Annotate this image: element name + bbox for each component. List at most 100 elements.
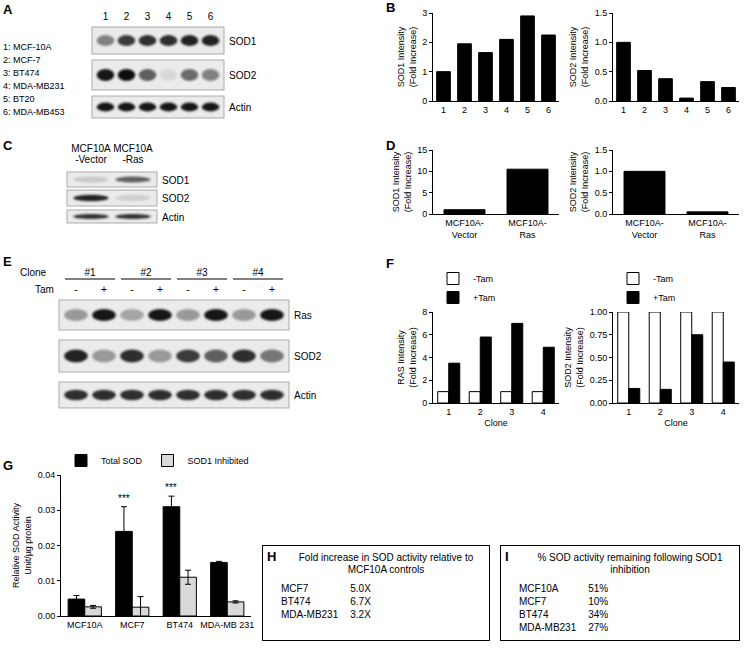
svg-text:1.0: 1.0 <box>595 37 608 47</box>
svg-text:MCF10A-Vector: MCF10A-Vector <box>445 218 484 240</box>
svg-text:BT474: BT474 <box>166 620 193 630</box>
svg-text:Ras: Ras <box>294 310 312 321</box>
svg-text:-: - <box>186 283 190 295</box>
svg-text:0.04: 0.04 <box>38 470 56 480</box>
svg-text:Actin: Actin <box>294 390 316 401</box>
svg-text:Clone: Clone <box>484 418 508 428</box>
svg-text:1: 1 <box>626 407 631 417</box>
svg-text:Actin: Actin <box>229 102 251 113</box>
svg-text:SOD1 Intensity(Fold Increase): SOD1 Intensity(Fold Increase) <box>396 26 418 87</box>
svg-text:6: 6 <box>546 105 551 115</box>
svg-text:1: 1 <box>446 407 451 417</box>
svg-text:4: 4 <box>541 407 546 417</box>
svg-text:***: *** <box>165 482 177 493</box>
svg-text:6: 6 <box>208 11 214 22</box>
svg-text:SOD2 Intensity(Fold Increase): SOD2 Intensity(Fold Increase) <box>563 327 585 388</box>
svg-text:1.00: 1.00 <box>590 307 608 317</box>
svg-text:SOD1 Inhibited: SOD1 Inhibited <box>188 456 249 466</box>
svg-text:E: E <box>3 254 12 269</box>
svg-text:-Tam: -Tam <box>653 274 673 284</box>
svg-text:5: 5 <box>525 105 530 115</box>
svg-text:5: 5 <box>705 105 710 115</box>
svg-text:SOD2: SOD2 <box>162 193 190 204</box>
svg-text:+: + <box>101 283 107 295</box>
svg-text:0.0: 0.0 <box>595 209 608 219</box>
svg-text:2: 2 <box>642 105 647 115</box>
svg-text:D: D <box>386 138 395 153</box>
svg-text:5: 5 <box>187 11 193 22</box>
svg-text:0.01: 0.01 <box>38 576 56 586</box>
svg-text:4: 4 <box>721 407 726 417</box>
svg-text:1.0: 1.0 <box>595 166 608 176</box>
svg-text:SOD2: SOD2 <box>229 70 257 81</box>
svg-text:SOD1: SOD1 <box>162 175 190 186</box>
svg-text:3: 3 <box>422 8 427 18</box>
svg-text:A: A <box>3 2 13 17</box>
svg-text:SOD1: SOD1 <box>229 36 257 47</box>
svg-text:-: - <box>242 283 246 295</box>
svg-text:+: + <box>213 283 219 295</box>
svg-text:-: - <box>130 283 134 295</box>
svg-text:RAS Intensity(Fold Increase): RAS Intensity(Fold Increase) <box>396 327 418 388</box>
svg-text:G: G <box>3 458 13 473</box>
svg-text:#2: #2 <box>140 267 152 278</box>
svg-text:B: B <box>386 0 395 15</box>
svg-text:4: 4 <box>166 11 172 22</box>
svg-text:0: 0 <box>422 398 427 408</box>
svg-text:1.5: 1.5 <box>595 8 608 18</box>
svg-text:8: 8 <box>422 307 427 317</box>
svg-text:SOD2: SOD2 <box>294 351 322 362</box>
svg-text:1: 1 <box>621 105 626 115</box>
svg-text:2: 2 <box>422 37 427 47</box>
svg-text:3: 3 <box>145 11 151 22</box>
svg-text:0.5: 0.5 <box>595 188 608 198</box>
svg-text:Total SOD: Total SOD <box>101 456 143 466</box>
svg-text:#3: #3 <box>196 267 208 278</box>
svg-text:6: MDA-MB453: 6: MDA-MB453 <box>3 107 65 117</box>
svg-text:0.00: 0.00 <box>38 611 56 621</box>
svg-text:2: MCF-7: 2: MCF-7 <box>3 55 41 65</box>
svg-text:-: - <box>74 283 78 295</box>
svg-text:0.75: 0.75 <box>590 330 608 340</box>
svg-text:+Tam: +Tam <box>473 293 495 303</box>
svg-text:6: 6 <box>726 105 731 115</box>
svg-text:0.25: 0.25 <box>590 375 608 385</box>
svg-text:-Ras: -Ras <box>122 154 143 165</box>
svg-text:MCF7: MCF7 <box>120 620 145 630</box>
svg-text:10: 10 <box>417 166 427 176</box>
svg-text:0: 0 <box>422 209 427 219</box>
svg-text:3: BT474: 3: BT474 <box>3 68 40 78</box>
svg-text:#1: #1 <box>84 267 96 278</box>
svg-text:-Vector: -Vector <box>75 154 107 165</box>
svg-text:0.5: 0.5 <box>595 67 608 77</box>
svg-text:Clone: Clone <box>664 418 688 428</box>
svg-text:Clone: Clone <box>20 267 47 278</box>
svg-text:MCF10A: MCF10A <box>67 620 103 630</box>
svg-text:***: *** <box>118 493 130 504</box>
svg-text:2: 2 <box>462 105 467 115</box>
svg-text:MCF10A-Vector: MCF10A-Vector <box>625 218 664 240</box>
svg-text:-Tam: -Tam <box>473 274 493 284</box>
svg-text:C: C <box>3 138 13 153</box>
svg-text:5: 5 <box>422 188 427 198</box>
svg-text:0.03: 0.03 <box>38 505 56 515</box>
svg-text:4: MDA-MB231: 4: MDA-MB231 <box>3 81 65 91</box>
svg-text:Actin: Actin <box>162 212 184 223</box>
svg-text:SOD2 Intensity(Fold Increase): SOD2 Intensity(Fold Increase) <box>568 151 590 212</box>
svg-text:1: 1 <box>441 105 446 115</box>
svg-text:MDA-MB 231: MDA-MB 231 <box>200 620 254 630</box>
svg-text:0.50: 0.50 <box>590 353 608 363</box>
svg-text:F: F <box>386 256 394 271</box>
svg-text:+: + <box>157 283 163 295</box>
svg-text:4: 4 <box>504 105 509 115</box>
svg-text:2: 2 <box>478 407 483 417</box>
svg-text:0.0: 0.0 <box>595 96 608 106</box>
svg-text:3: 3 <box>483 105 488 115</box>
svg-text:1: 1 <box>103 11 109 22</box>
svg-text:4: 4 <box>422 353 427 363</box>
svg-text:1: 1 <box>422 67 427 77</box>
svg-text:15: 15 <box>417 145 427 155</box>
svg-text:1.5: 1.5 <box>595 145 608 155</box>
svg-text:2: 2 <box>422 375 427 385</box>
svg-text:3: 3 <box>663 105 668 115</box>
